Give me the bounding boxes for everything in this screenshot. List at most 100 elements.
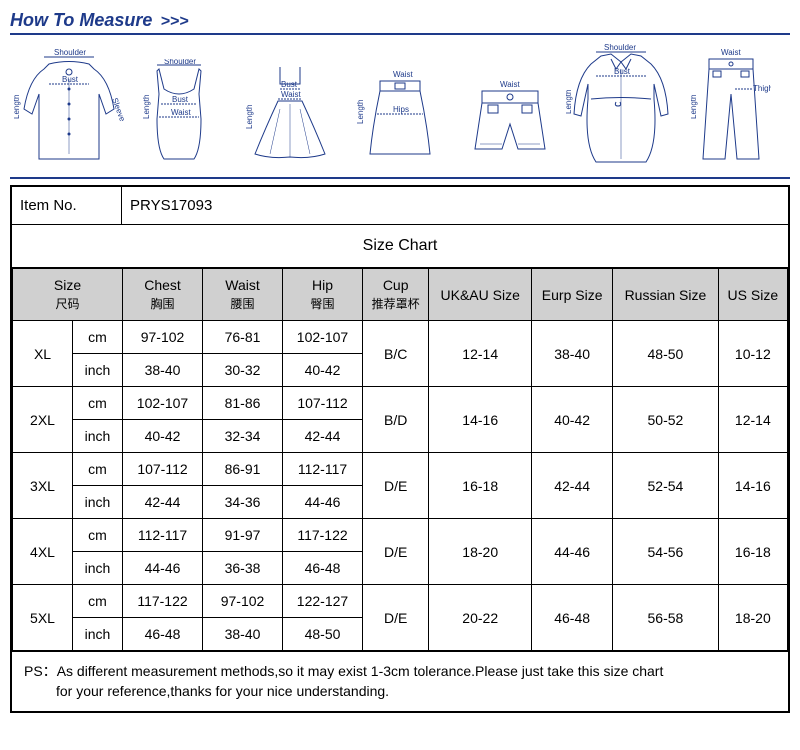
cell-ukau: 18-20 xyxy=(429,519,532,585)
cell-unit: inch xyxy=(73,354,123,387)
cell-waist-cm: 86-91 xyxy=(203,453,283,486)
cell-chest-cm: 107-112 xyxy=(123,453,203,486)
cell-waist-in: 34-36 xyxy=(203,486,283,519)
cell-unit: cm xyxy=(73,585,123,618)
col-waist: Waist腰围 xyxy=(203,269,283,321)
cell-chest-in: 46-48 xyxy=(123,618,203,651)
svg-text:Waist: Waist xyxy=(171,108,191,117)
cell-waist-in: 38-40 xyxy=(203,618,283,651)
garment-dress: Bust Waist Length xyxy=(235,59,345,169)
cell-ukau: 16-18 xyxy=(429,453,532,519)
cell-hip-in: 44-46 xyxy=(283,486,363,519)
footer-line2: for your reference,thanks for your nice … xyxy=(24,682,776,702)
svg-text:Length: Length xyxy=(566,90,573,114)
garment-diagrams: Shoulder Bust Length Sleeve Shoulder Bus… xyxy=(10,39,790,179)
cell-unit: cm xyxy=(73,519,123,552)
svg-text:Waist: Waist xyxy=(500,80,520,89)
svg-text:Waist: Waist xyxy=(721,49,741,57)
svg-text:Length: Length xyxy=(691,95,698,119)
item-label: Item No. xyxy=(12,187,122,224)
cell-russian: 48-50 xyxy=(613,321,719,387)
size-table: Item No. PRYS17093 Size Chart Size尺码 Che… xyxy=(10,185,790,713)
cell-waist-in: 32-34 xyxy=(203,420,283,453)
chart-title: Size Chart xyxy=(12,225,788,268)
cell-unit: cm xyxy=(73,453,123,486)
cell-chest-in: 42-44 xyxy=(123,486,203,519)
header-arrows-icon: >>> xyxy=(161,13,189,30)
svg-text:Length: Length xyxy=(14,95,21,119)
cell-hip-cm: 122-127 xyxy=(283,585,363,618)
svg-text:Shoulder: Shoulder xyxy=(54,49,86,57)
cell-ukau: 20-22 xyxy=(429,585,532,651)
table-row: 4XL cm 112-117 91-97 117-122 D/E 18-20 4… xyxy=(13,519,788,552)
col-chest: Chest胸围 xyxy=(123,269,203,321)
table-row: XL cm 97-102 76-81 102-107 B/C 12-14 38-… xyxy=(13,321,788,354)
cell-chest-cm: 117-122 xyxy=(123,585,203,618)
cell-hip-in: 46-48 xyxy=(283,552,363,585)
cell-russian: 50-52 xyxy=(613,387,719,453)
cell-size: 5XL xyxy=(13,585,73,651)
svg-text:Waist: Waist xyxy=(393,70,413,79)
table-row: 2XL cm 102-107 81-86 107-112 B/D 14-16 4… xyxy=(13,387,788,420)
cell-chest-cm: 112-117 xyxy=(123,519,203,552)
cell-us: 12-14 xyxy=(718,387,787,453)
cell-cup: D/E xyxy=(363,519,429,585)
cell-chest-cm: 102-107 xyxy=(123,387,203,420)
col-size: Size尺码 xyxy=(13,269,123,321)
cell-russian: 52-54 xyxy=(613,453,719,519)
cell-hip-cm: 102-107 xyxy=(283,321,363,354)
garment-coat: Shoulder Bust Length xyxy=(565,44,675,169)
svg-text:Length: Length xyxy=(356,100,365,124)
item-row: Item No. PRYS17093 xyxy=(12,187,788,225)
cell-cup: D/E xyxy=(363,585,429,651)
cell-hip-in: 40-42 xyxy=(283,354,363,387)
cell-waist-cm: 91-97 xyxy=(203,519,283,552)
svg-text:Thigh: Thigh xyxy=(753,84,771,93)
svg-text:Length: Length xyxy=(142,95,151,119)
svg-text:Hips: Hips xyxy=(393,105,409,114)
cell-eurp: 44-46 xyxy=(532,519,613,585)
col-hip: Hip臀围 xyxy=(283,269,363,321)
cell-unit: inch xyxy=(73,618,123,651)
svg-text:Bust: Bust xyxy=(281,80,298,89)
garment-pants: Waist Thigh Length xyxy=(676,49,786,169)
col-eurp: Eurp Size xyxy=(532,269,613,321)
garment-camisole: Shoulder Bust Waist Length xyxy=(124,59,234,169)
svg-text:Shoulder: Shoulder xyxy=(164,59,196,66)
cell-unit: inch xyxy=(73,552,123,585)
svg-text:Bust: Bust xyxy=(172,95,189,104)
cell-ukau: 12-14 xyxy=(429,321,532,387)
col-russian: Russian Size xyxy=(613,269,719,321)
cell-russian: 54-56 xyxy=(613,519,719,585)
cell-chest-cm: 97-102 xyxy=(123,321,203,354)
header-row: Size尺码 Chest胸围 Waist腰围 Hip臀围 Cup推荐罩杯 UK&… xyxy=(13,269,788,321)
cell-us: 18-20 xyxy=(718,585,787,651)
cell-chest-in: 40-42 xyxy=(123,420,203,453)
cell-size: 2XL xyxy=(13,387,73,453)
garment-skirt: Waist Hips Length xyxy=(345,69,455,169)
cell-chest-in: 38-40 xyxy=(123,354,203,387)
header: How To Measure >>> xyxy=(10,10,790,35)
cell-hip-cm: 112-117 xyxy=(283,453,363,486)
cell-hip-cm: 117-122 xyxy=(283,519,363,552)
cell-waist-cm: 97-102 xyxy=(203,585,283,618)
svg-text:Bust: Bust xyxy=(62,75,79,84)
cell-russian: 56-58 xyxy=(613,585,719,651)
cell-size: 4XL xyxy=(13,519,73,585)
svg-text:Shoulder: Shoulder xyxy=(604,44,636,52)
cell-hip-in: 42-44 xyxy=(283,420,363,453)
cell-size: XL xyxy=(13,321,73,387)
cell-unit: cm xyxy=(73,387,123,420)
cell-chest-in: 44-46 xyxy=(123,552,203,585)
garment-shorts: Waist xyxy=(455,79,565,169)
cell-unit: inch xyxy=(73,486,123,519)
cell-unit: cm xyxy=(73,321,123,354)
data-table: Size尺码 Chest胸围 Waist腰围 Hip臀围 Cup推荐罩杯 UK&… xyxy=(12,268,788,651)
item-value: PRYS17093 xyxy=(122,187,220,224)
col-cup: Cup推荐罩杯 xyxy=(363,269,429,321)
cell-us: 16-18 xyxy=(718,519,787,585)
cell-us: 10-12 xyxy=(718,321,787,387)
cell-eurp: 40-42 xyxy=(532,387,613,453)
svg-text:Bust: Bust xyxy=(614,67,631,76)
cell-cup: B/D xyxy=(363,387,429,453)
